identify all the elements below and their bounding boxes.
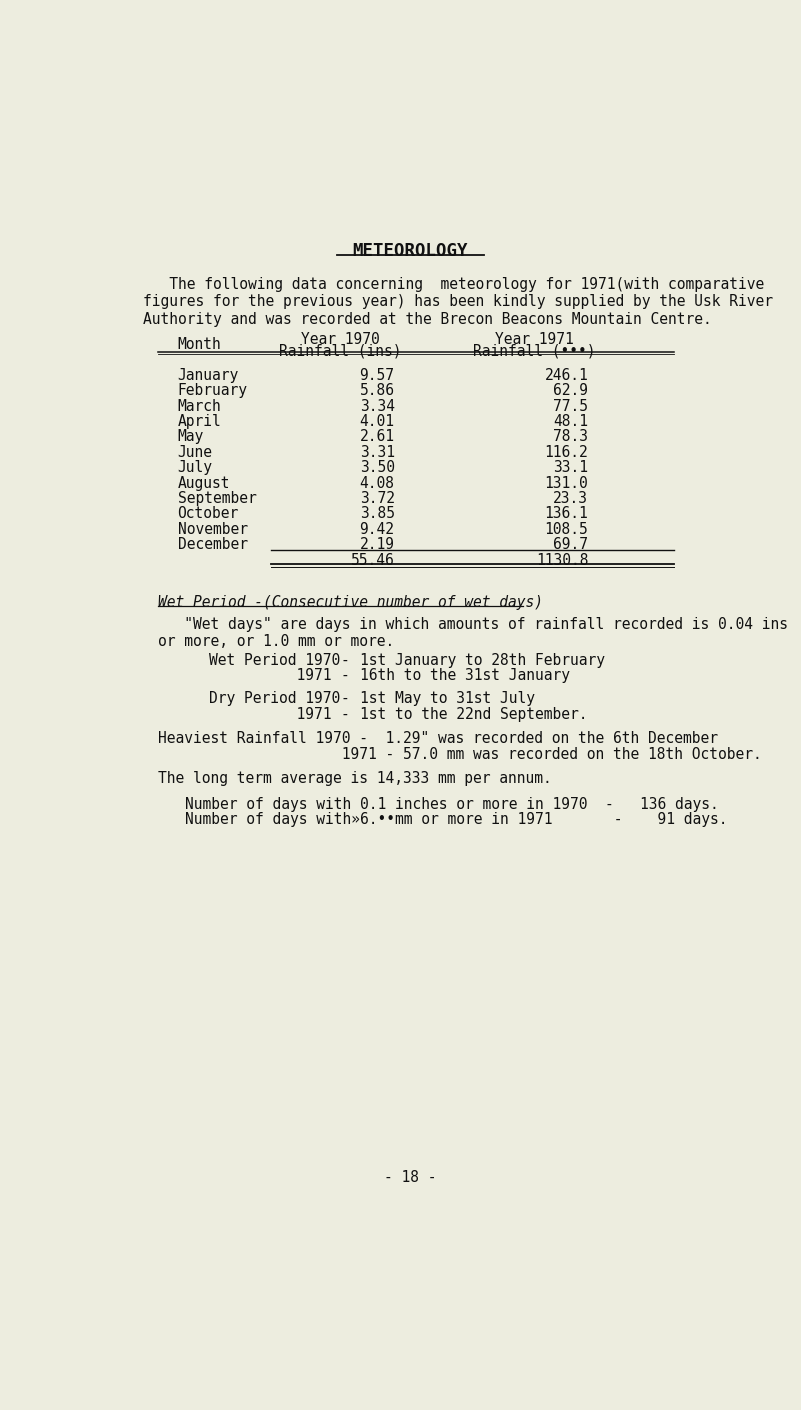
Text: 3.50: 3.50: [360, 460, 395, 475]
Text: December: December: [178, 537, 248, 553]
Text: -: -: [340, 706, 349, 722]
Text: 16th to the 31st January: 16th to the 31st January: [360, 668, 570, 684]
Text: 9.42: 9.42: [360, 522, 395, 537]
Text: Rainfall (•••): Rainfall (•••): [473, 343, 595, 358]
Text: 108.5: 108.5: [545, 522, 589, 537]
Text: - 18 -: - 18 -: [384, 1170, 437, 1186]
Text: 33.1: 33.1: [553, 460, 589, 475]
Text: July: July: [178, 460, 212, 475]
Text: 3.31: 3.31: [360, 446, 395, 460]
Text: 1971 - 57.0 mm was recorded on the 18th October.: 1971 - 57.0 mm was recorded on the 18th …: [159, 747, 762, 761]
Text: Month: Month: [178, 337, 221, 352]
Text: Heaviest Rainfall 1970 -  1.29" was recorded on the 6th December: Heaviest Rainfall 1970 - 1.29" was recor…: [159, 732, 718, 746]
Text: 116.2: 116.2: [545, 446, 589, 460]
Text: October: October: [178, 506, 239, 522]
Text: -: -: [340, 653, 349, 668]
Text: June: June: [178, 446, 212, 460]
Text: 1971: 1971: [208, 668, 331, 684]
Text: 3.34: 3.34: [360, 399, 395, 413]
Text: -: -: [340, 691, 349, 706]
Text: 9.57: 9.57: [360, 368, 395, 384]
Text: March: March: [178, 399, 221, 413]
Text: METEOROLOGY: METEOROLOGY: [352, 243, 468, 261]
Text: The following data concerning  meteorology for 1971(with comparative
figures for: The following data concerning meteorolog…: [143, 276, 773, 327]
Text: -: -: [340, 668, 349, 684]
Text: 1130.8: 1130.8: [536, 553, 589, 568]
Text: 1971: 1971: [208, 706, 331, 722]
Text: The long term average is 14,333 mm per annum.: The long term average is 14,333 mm per a…: [159, 771, 552, 787]
Text: Number of days with 0.1 inches or more in 1970  -   136 days.: Number of days with 0.1 inches or more i…: [185, 797, 719, 812]
Text: 2.19: 2.19: [360, 537, 395, 553]
Text: 48.1: 48.1: [553, 415, 589, 429]
Text: 3.72: 3.72: [360, 491, 395, 506]
Text: 4.08: 4.08: [360, 475, 395, 491]
Text: Rainfall (ins): Rainfall (ins): [279, 343, 401, 358]
Text: February: February: [178, 384, 248, 398]
Text: Year 1970: Year 1970: [301, 333, 380, 347]
Text: 136.1: 136.1: [545, 506, 589, 522]
Text: "Wet days" are days in which amounts of rainfall recorded is 0.04 ins
or more, o: "Wet days" are days in which amounts of …: [159, 616, 788, 649]
Text: 3.85: 3.85: [360, 506, 395, 522]
Text: 1st May to 31st July: 1st May to 31st July: [360, 691, 535, 706]
Text: 1st to the 22nd September.: 1st to the 22nd September.: [360, 706, 587, 722]
Text: 1st January to 28th February: 1st January to 28th February: [360, 653, 605, 668]
Text: 4.01: 4.01: [360, 415, 395, 429]
Text: 69.7: 69.7: [553, 537, 589, 553]
Text: Dry Period 1970: Dry Period 1970: [208, 691, 340, 706]
Text: September: September: [178, 491, 256, 506]
Text: May: May: [178, 430, 204, 444]
Text: Wet Period -(Consecutive number of wet days): Wet Period -(Consecutive number of wet d…: [159, 595, 543, 611]
Text: Wet Period 1970: Wet Period 1970: [208, 653, 340, 668]
Text: August: August: [178, 475, 230, 491]
Text: Number of days with»6.••mm or more in 1971       -    91 days.: Number of days with»6.••mm or more in 19…: [185, 812, 728, 828]
Text: 5.86: 5.86: [360, 384, 395, 398]
Text: 62.9: 62.9: [553, 384, 589, 398]
Text: Year 1971: Year 1971: [495, 333, 574, 347]
Text: 23.3: 23.3: [553, 491, 589, 506]
Text: 55.46: 55.46: [351, 553, 395, 568]
Text: 2.61: 2.61: [360, 430, 395, 444]
Text: 246.1: 246.1: [545, 368, 589, 384]
Text: April: April: [178, 415, 221, 429]
Text: 77.5: 77.5: [553, 399, 589, 413]
Text: January: January: [178, 368, 239, 384]
Text: 78.3: 78.3: [553, 430, 589, 444]
Text: 131.0: 131.0: [545, 475, 589, 491]
Text: November: November: [178, 522, 248, 537]
